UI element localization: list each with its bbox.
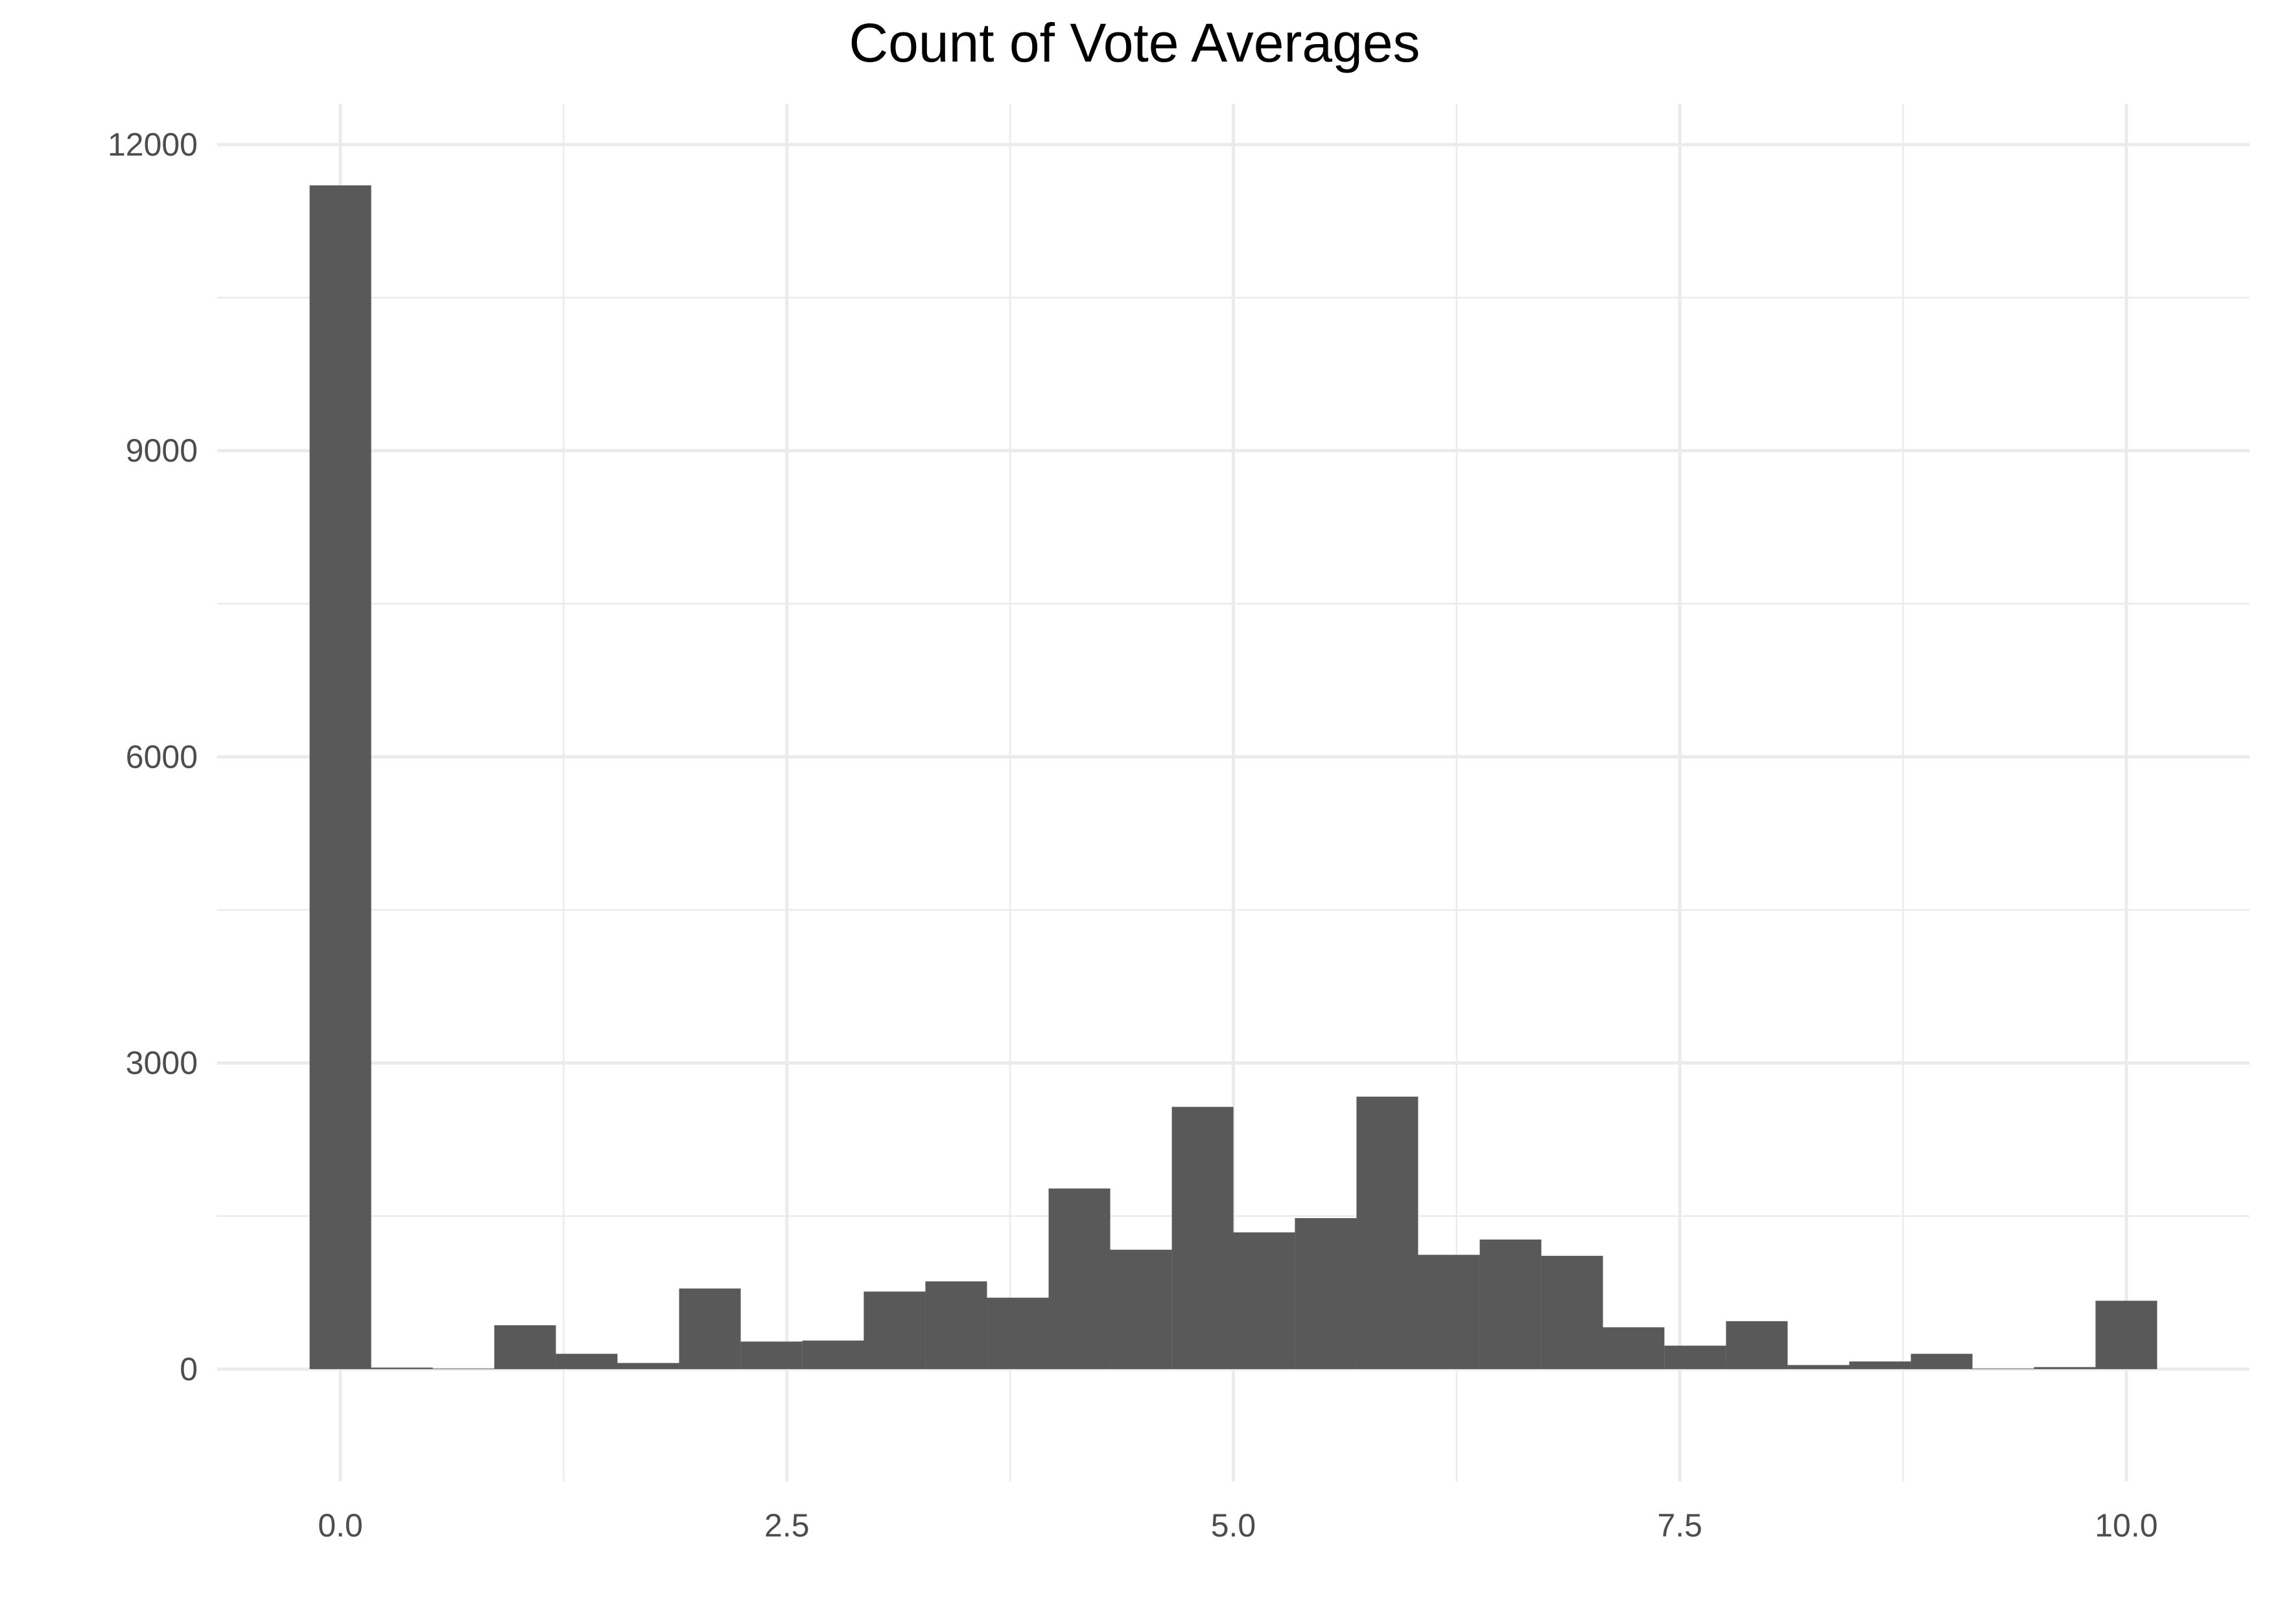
histogram-bar [1787,1365,1850,1369]
histogram-bar [1171,1107,1234,1369]
x-tick-label: 10.0 [2095,1507,2157,1544]
histogram-bar [1295,1218,1357,1369]
histogram-bar [1603,1327,1665,1369]
histogram-bar [987,1297,1049,1369]
y-tick-label: 12000 [108,126,198,163]
histogram-bars [309,185,2157,1369]
histogram-bar [1233,1232,1295,1369]
y-tick-label: 0 [180,1351,198,1387]
y-tick-label: 3000 [126,1045,198,1081]
histogram-bar [617,1363,679,1369]
histogram-bar [1849,1361,1911,1369]
histogram-bar [2095,1300,2157,1369]
histogram-bar [556,1354,618,1369]
x-tick-label: 0.0 [318,1507,363,1544]
y-tick-label: 6000 [126,738,198,775]
histogram-bar [1910,1354,1973,1369]
histogram-bar [740,1341,803,1369]
histogram-bar [679,1288,741,1369]
histogram-bar [1726,1321,1788,1369]
x-tick-label: 5.0 [1211,1507,1256,1544]
histogram-bar [1110,1249,1172,1369]
histogram-bar [864,1291,926,1369]
histogram-bar [1418,1254,1480,1369]
histogram-bar [1479,1239,1542,1369]
histogram-bar [1664,1345,1726,1369]
x-tick-label: 2.5 [764,1507,810,1544]
x-axis-tick-labels: 0.0 2.5 5.0 7.5 10.0 [318,1507,2157,1544]
x-tick-label: 7.5 [1657,1507,1702,1544]
histogram-bar [802,1340,864,1369]
chart-title: Count of Vote Averages [849,12,1420,73]
histogram-bar [494,1325,556,1369]
histogram-bar [1048,1188,1111,1369]
histogram-bar [2034,1367,2096,1369]
histogram-bar [1356,1096,1418,1369]
histogram-bar [309,185,371,1369]
histogram-bar [925,1281,987,1369]
histogram-bar [1541,1256,1603,1369]
y-tick-label: 9000 [126,432,198,469]
histogram-bar [371,1367,433,1369]
y-axis-tick-labels: 0 3000 6000 9000 12000 [108,126,198,1387]
